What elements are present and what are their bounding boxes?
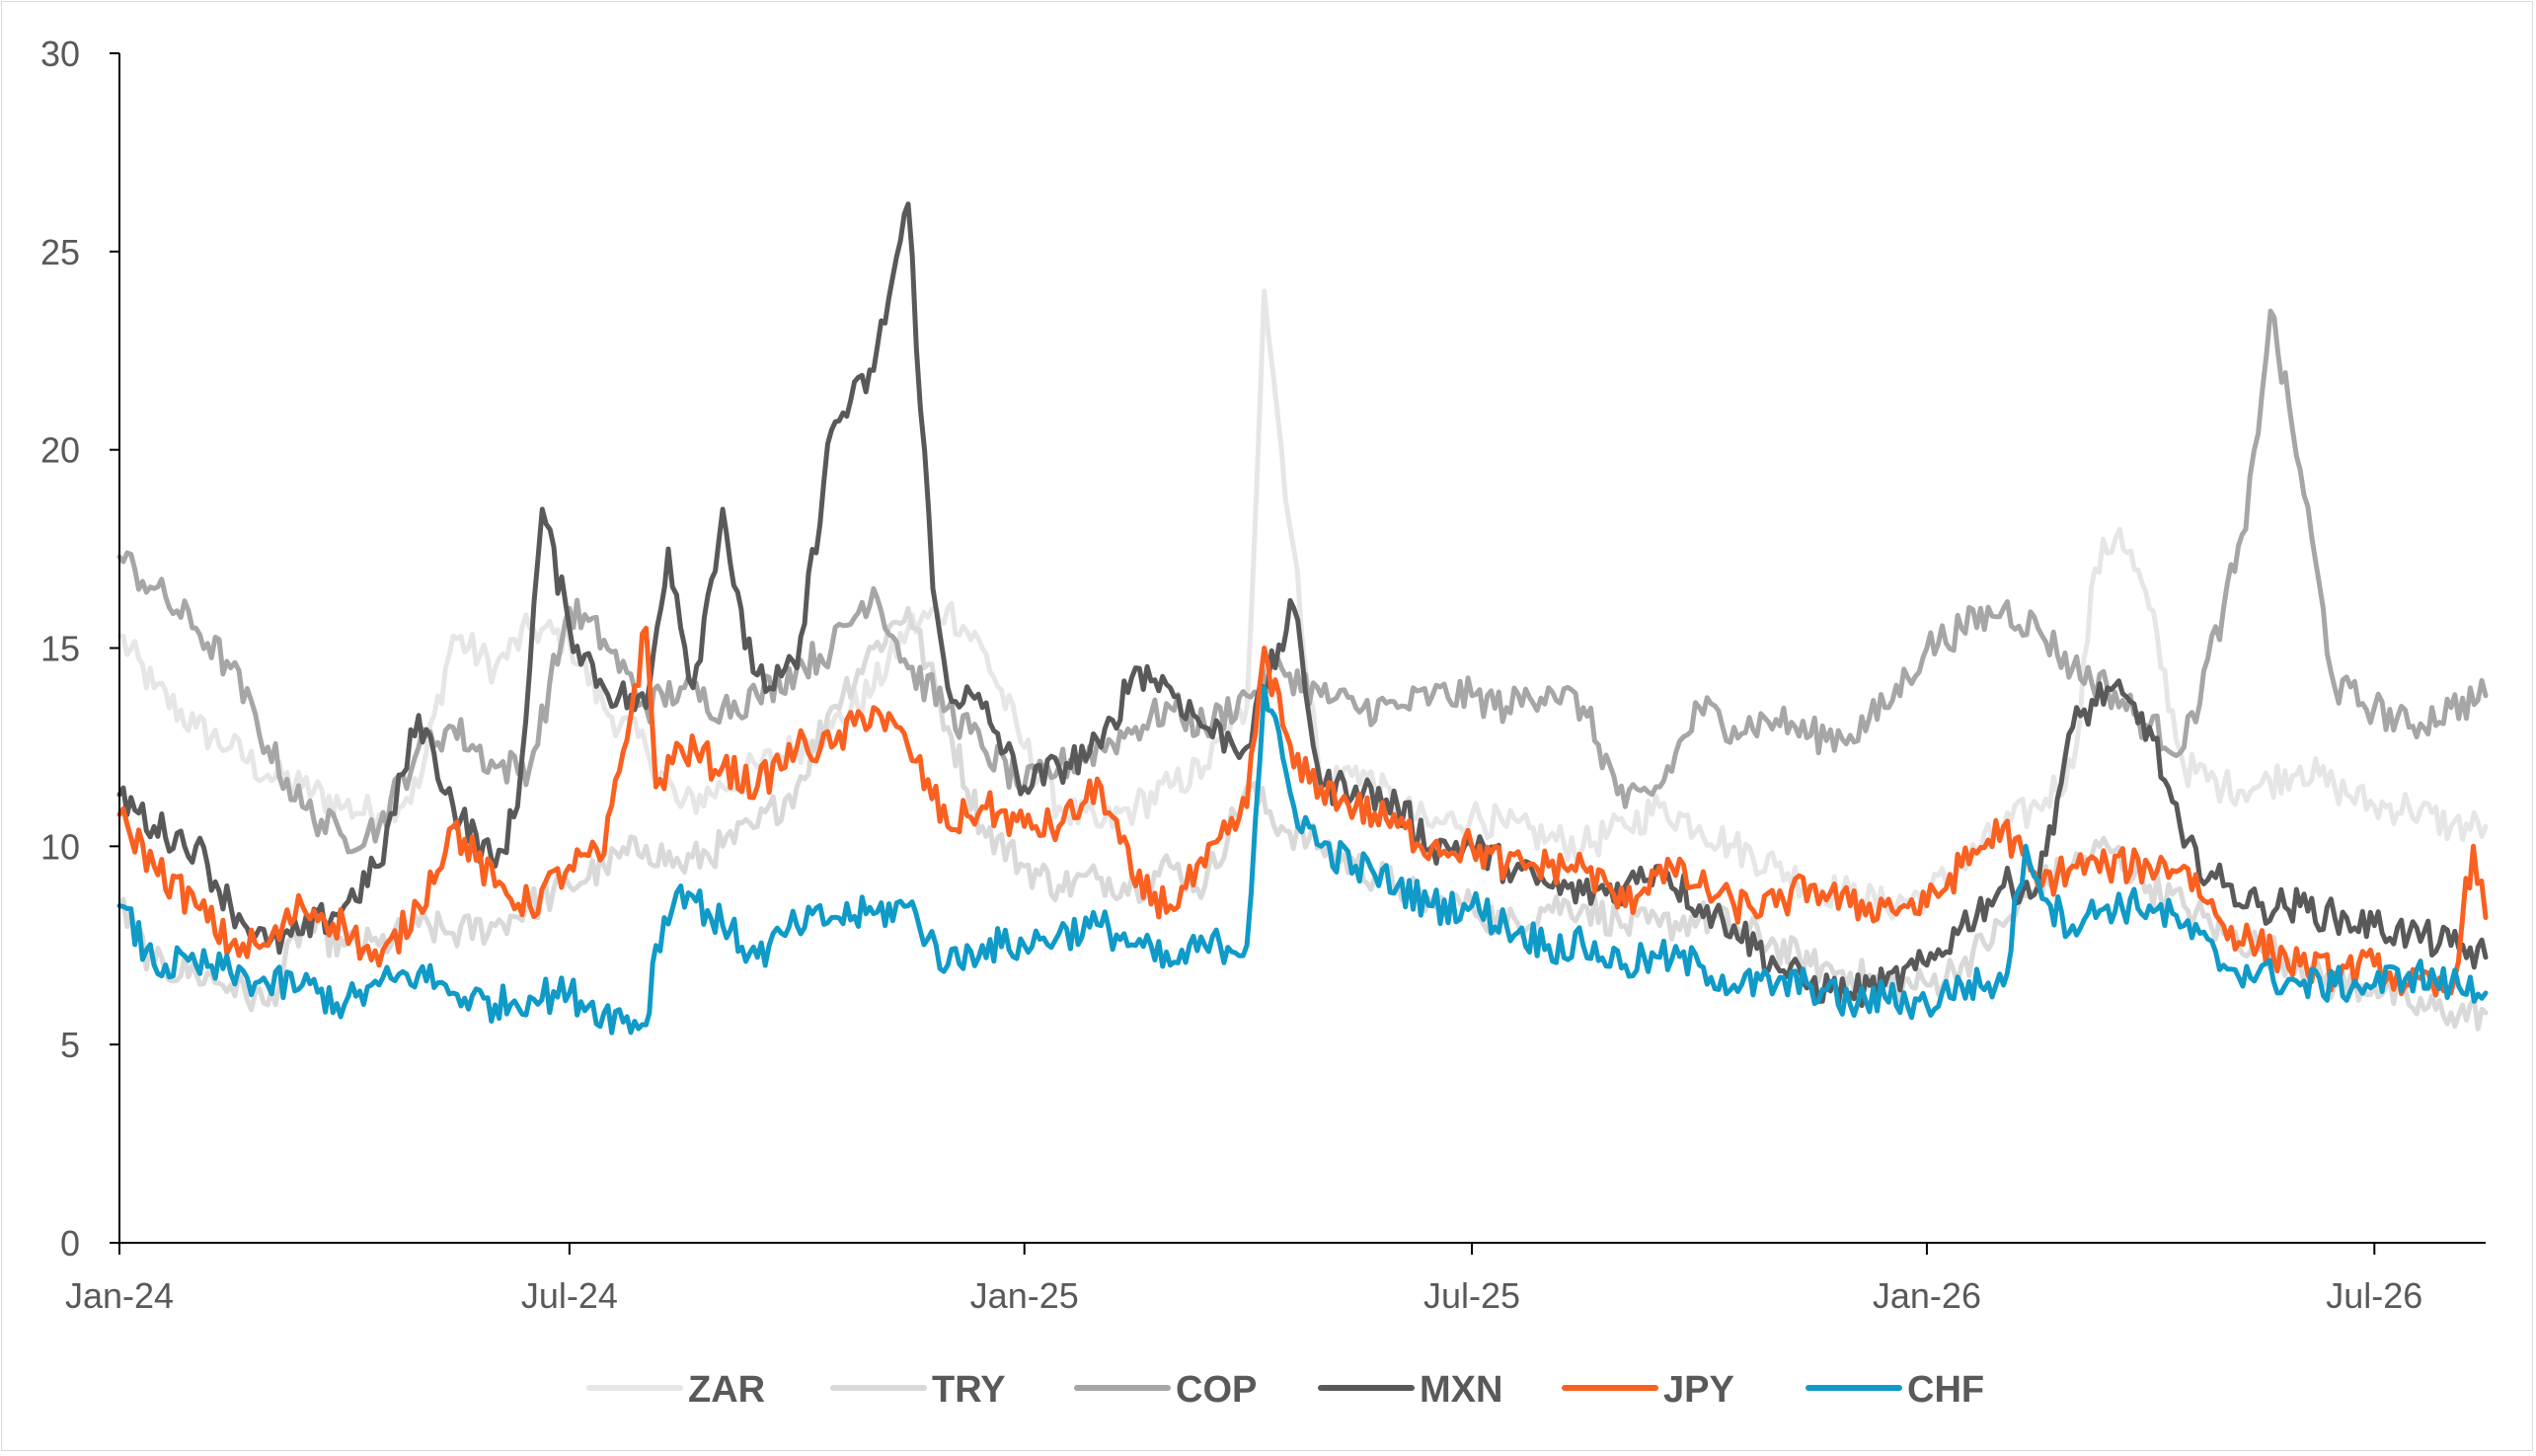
y-tick-label: 10	[40, 826, 80, 867]
series-line-chf	[116, 685, 2489, 1035]
x-tick-label: Jan-24	[65, 1275, 174, 1316]
y-tick-label: 20	[40, 430, 80, 471]
series-line-jpy	[116, 625, 2489, 998]
x-tick-label: Jul-26	[2326, 1275, 2422, 1316]
y-tick-label: 5	[60, 1025, 80, 1065]
legend: ZAR TRY COP MXN JPY CHF	[586, 1369, 1984, 1411]
legend-label-chf: CHF	[1907, 1369, 1984, 1411]
y-tick-label: 15	[40, 629, 80, 669]
legend-label-cop: COP	[1176, 1369, 1257, 1411]
legend-label-zar: ZAR	[688, 1369, 765, 1411]
y-tick-label: 0	[60, 1223, 80, 1264]
y-tick-label: 25	[40, 232, 80, 272]
series-layer	[116, 201, 2489, 1035]
legend-label-try: TRY	[932, 1369, 1006, 1411]
x-tick-label: Jan-25	[970, 1275, 1079, 1316]
x-tick-label: Jul-24	[521, 1275, 618, 1316]
x-tick-label: Jul-25	[1423, 1275, 1520, 1316]
y-ticks: 0 5 10 15 20 25 30	[40, 34, 119, 1264]
legend-label-jpy: JPY	[1663, 1369, 1734, 1411]
x-ticks: Jan-24 Jul-24 Jan-25 Jul-25 Jan-26 Jul-26	[65, 1243, 2422, 1316]
y-tick-label: 30	[40, 34, 80, 74]
x-tick-label: Jan-26	[1873, 1275, 1981, 1316]
series-line-mxn	[116, 201, 2489, 1009]
legend-label-mxn: MXN	[1420, 1369, 1502, 1411]
